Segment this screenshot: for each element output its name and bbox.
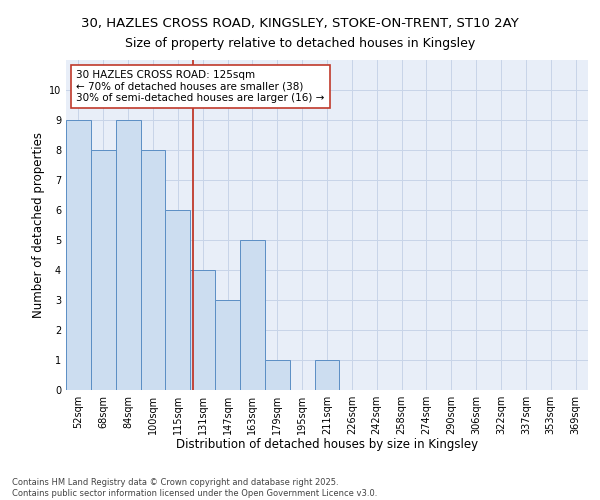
Bar [66,120,91,390]
Text: 30, HAZLES CROSS ROAD, KINGSLEY, STOKE-ON-TRENT, ST10 2AY: 30, HAZLES CROSS ROAD, KINGSLEY, STOKE-O… [81,18,519,30]
Bar [166,210,190,390]
Bar [240,240,265,390]
Bar [265,360,290,390]
Y-axis label: Number of detached properties: Number of detached properties [32,132,45,318]
Text: 30 HAZLES CROSS ROAD: 125sqm
← 70% of detached houses are smaller (38)
30% of se: 30 HAZLES CROSS ROAD: 125sqm ← 70% of de… [76,70,325,103]
Text: Contains HM Land Registry data © Crown copyright and database right 2025.
Contai: Contains HM Land Registry data © Crown c… [12,478,377,498]
Bar [116,120,140,390]
Bar [215,300,240,390]
Bar [314,360,340,390]
Text: Size of property relative to detached houses in Kingsley: Size of property relative to detached ho… [125,38,475,51]
Bar [91,150,116,390]
Bar [140,150,166,390]
X-axis label: Distribution of detached houses by size in Kingsley: Distribution of detached houses by size … [176,438,478,452]
Bar [190,270,215,390]
